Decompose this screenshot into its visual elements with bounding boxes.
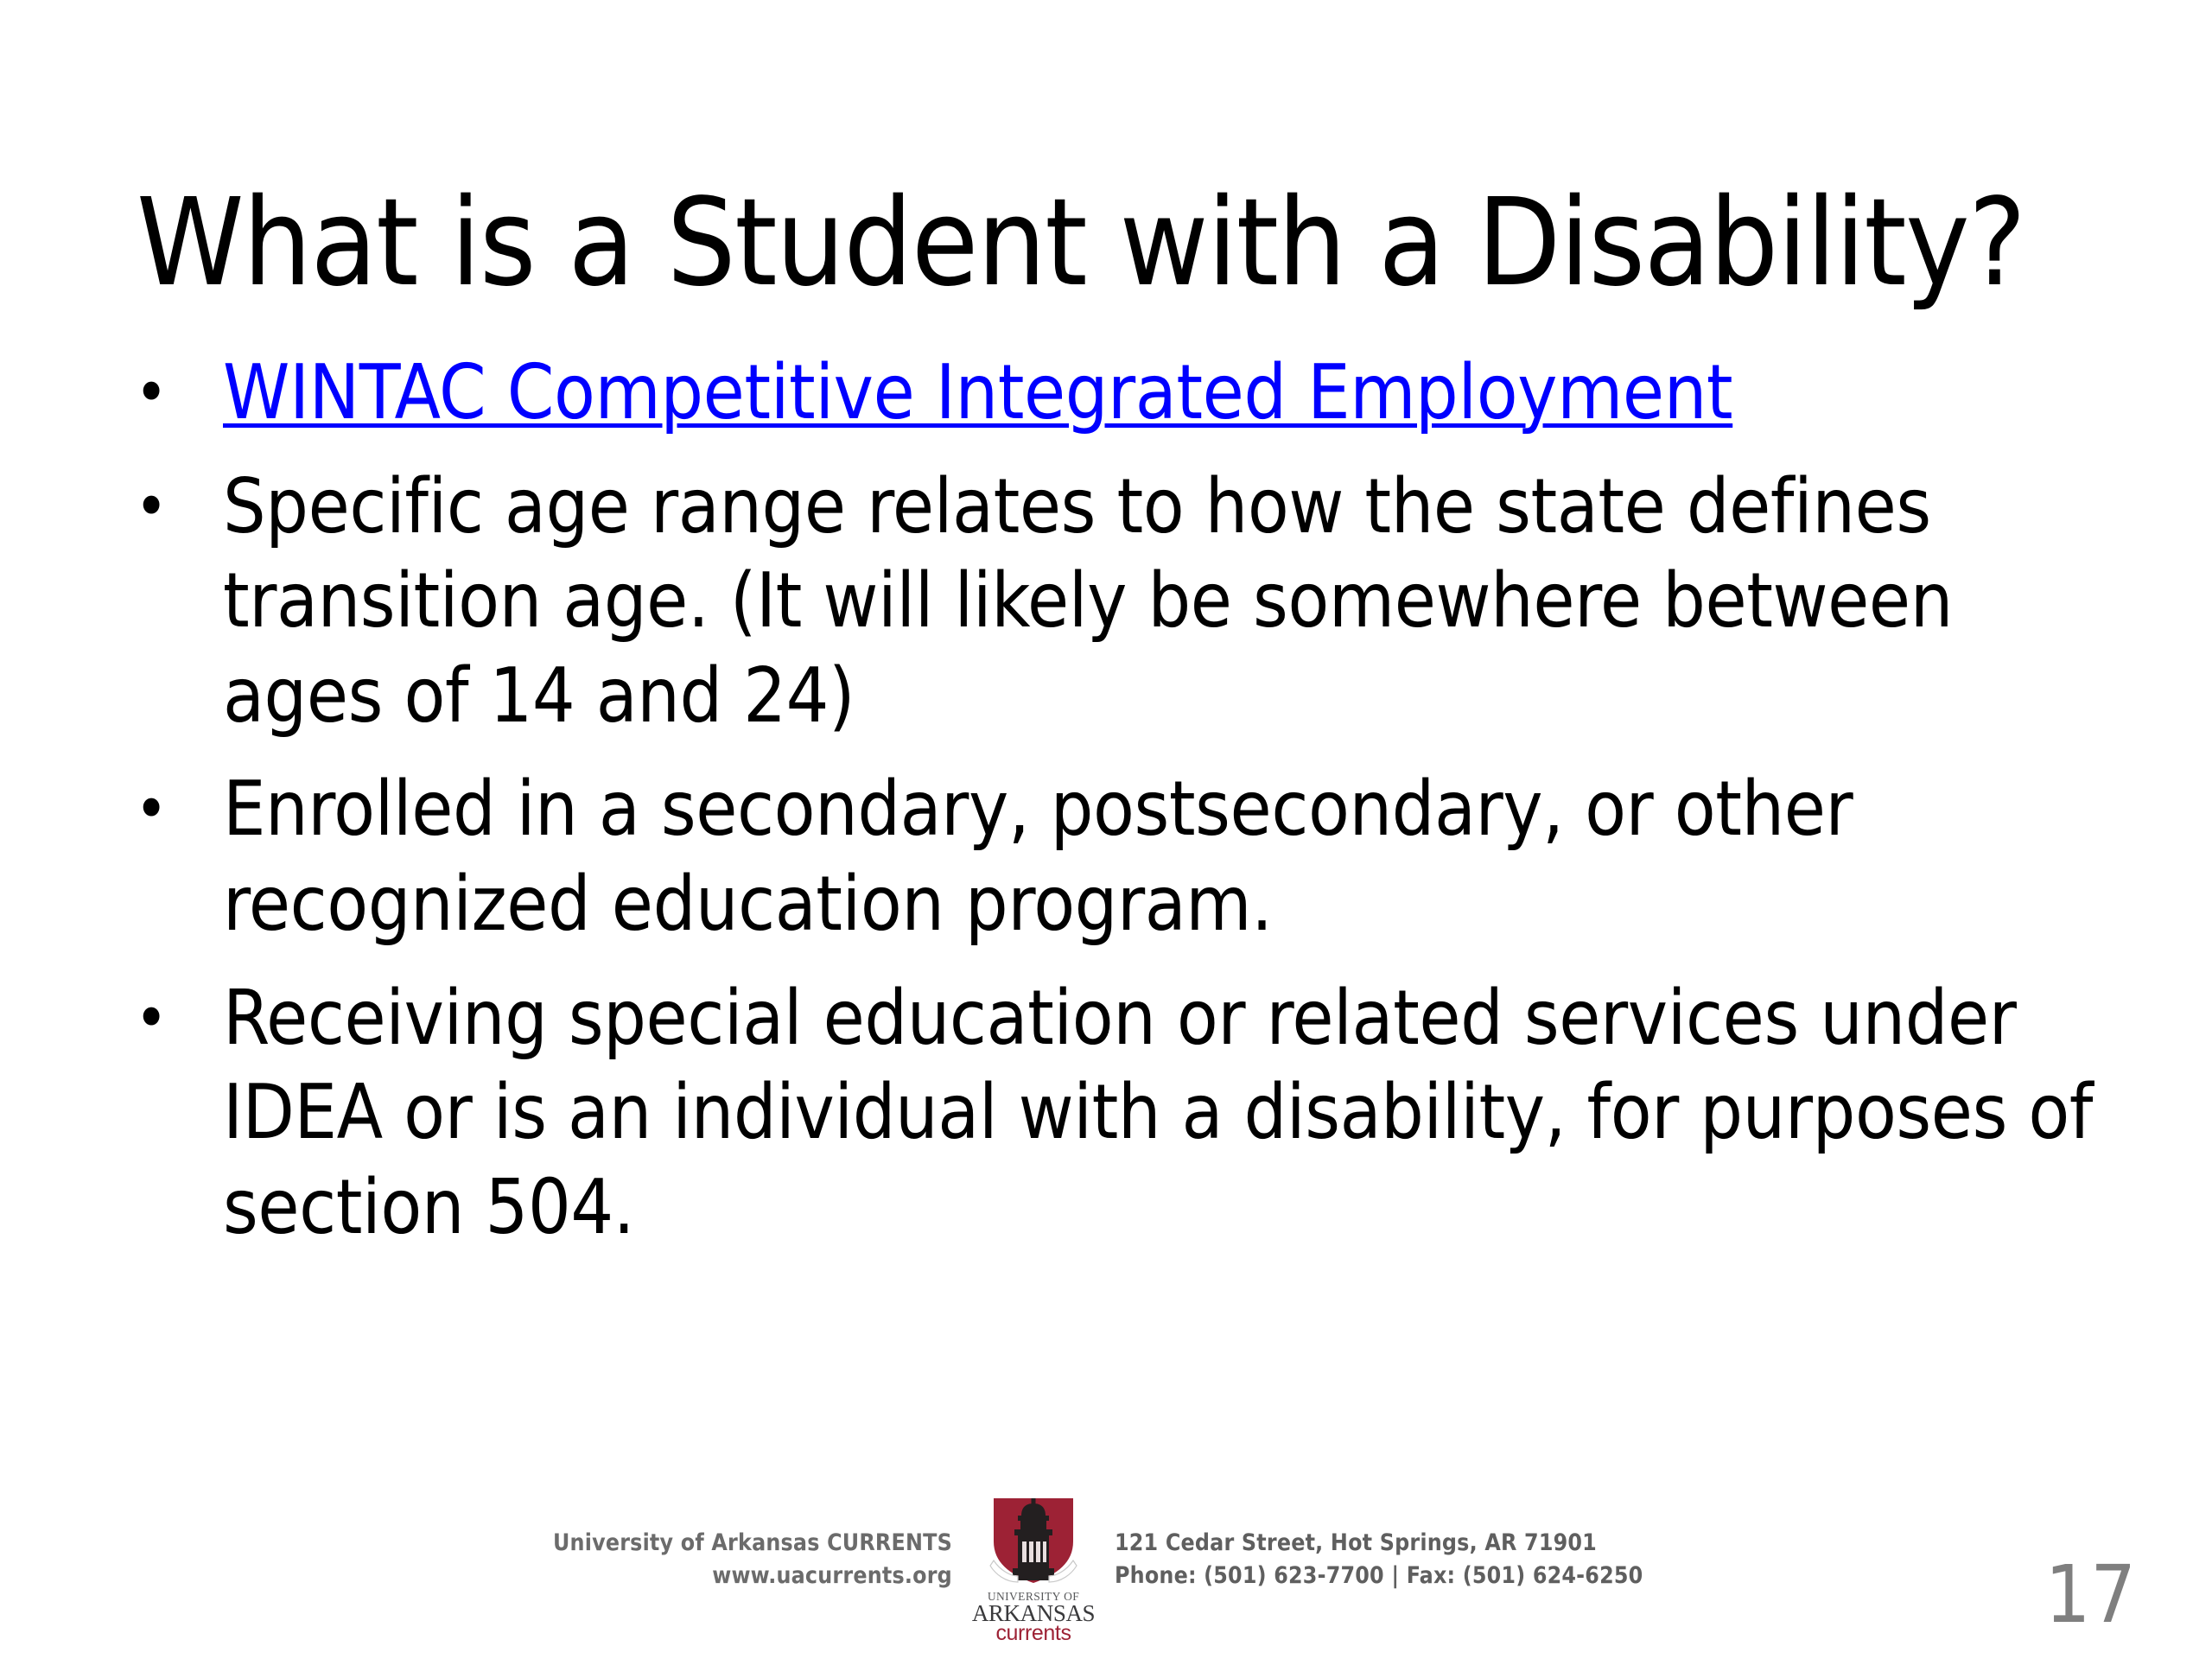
bullet-text: Enrolled in a secondary, postsecondary, … (223, 765, 1853, 949)
slide-footer: University of Arkansas CURRENTS www.uacu… (0, 1495, 2212, 1659)
page-title: What is a Student with a Disability? (137, 172, 2026, 314)
svg-text:currents: currents (995, 1621, 1071, 1642)
list-item: • WINTAC Competitive Integrated Employme… (130, 346, 2108, 441)
bullet-icon: • (135, 356, 168, 429)
ua-shield-lantern-icon: UNIVERSITY OF ARKANSAS currents (972, 1498, 1096, 1642)
bullet-text-wrapper: WINTAC Competitive Integrated Employment (223, 346, 2108, 441)
bullet-icon: • (135, 772, 168, 846)
footer-org-name: University of Arkansas CURRENTS (553, 1529, 952, 1557)
footer-phone-fax: Phone: (501) 623-7700 | Fax: (501) 624-6… (1114, 1562, 1643, 1589)
ua-currents-logo: UNIVERSITY OF ARKANSAS currents (968, 1497, 1099, 1642)
bullet-icon: • (135, 469, 168, 543)
list-item: • Receiving special education or related… (130, 971, 2108, 1255)
footer-org-website: www.uacurrents.org (712, 1562, 952, 1589)
slide-number: 17 (2044, 1548, 2136, 1641)
footer-content: University of Arkansas CURRENTS www.uacu… (553, 1497, 1643, 1642)
bullet-text: Specific age range relates to how the st… (223, 461, 1953, 740)
footer-contact-block: 121 Cedar Street, Hot Springs, AR 71901 … (1115, 1527, 1643, 1611)
bullet-text: Receiving special education or related s… (223, 973, 2094, 1251)
svg-text:UNIVERSITY OF: UNIVERSITY OF (988, 1590, 1079, 1603)
list-item: • Specific age range relates to how the … (130, 460, 2108, 744)
bullet-list: • WINTAC Competitive Integrated Employme… (130, 346, 2108, 1255)
footer-org-block: University of Arkansas CURRENTS www.uacu… (553, 1527, 952, 1611)
list-item: • Enrolled in a secondary, postsecondary… (130, 762, 2108, 951)
footer-address: 121 Cedar Street, Hot Springs, AR 71901 (1114, 1529, 1597, 1557)
bullet-icon: • (135, 981, 168, 1054)
wintac-competitive-integrated-employment-link[interactable]: WINTAC Competitive Integrated Employment (223, 348, 1733, 436)
svg-text:ARKANSAS: ARKANSAS (972, 1600, 1095, 1626)
